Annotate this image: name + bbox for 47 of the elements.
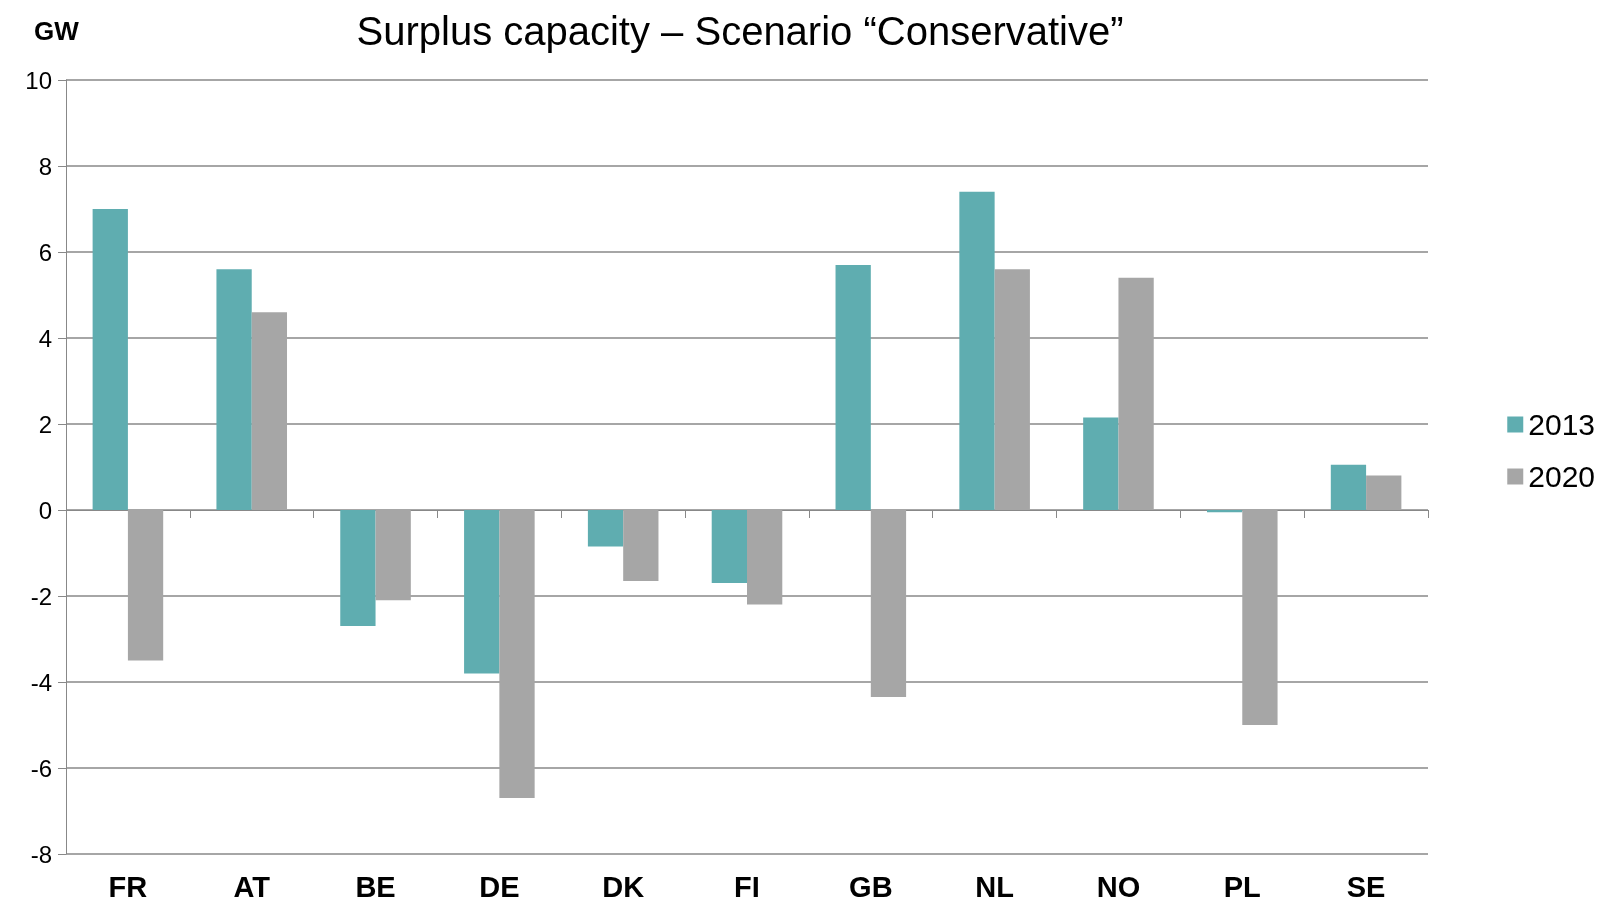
x-tick-label: PL [1223,870,1261,901]
y-axis-title: GW [34,16,80,46]
bar [375,510,411,601]
x-tick-label: NL [975,870,1014,901]
bar [1083,417,1119,510]
x-tick-label: BE [355,870,396,901]
legend-label: 2020 [1528,460,1596,493]
bar [623,510,659,581]
bar [216,269,252,510]
y-tick-label: 6 [38,238,52,266]
bar [1206,510,1243,513]
y-tick-label: -2 [30,582,52,610]
bar [870,510,907,698]
x-tick-label: SE [1346,870,1386,901]
bar [835,264,871,510]
bar [587,510,624,547]
bar [340,510,376,627]
bar [464,510,500,674]
bar [1118,277,1154,510]
y-tick-label: 2 [38,410,52,438]
bar [1330,464,1367,510]
bar [127,510,164,661]
bar [994,269,1030,510]
y-tick-label: -8 [30,840,52,868]
bar [1242,510,1278,725]
y-tick-label: -4 [30,668,52,696]
bar [747,510,783,605]
y-tick-label: 4 [38,324,52,352]
bar [499,510,535,799]
x-tick-label: DK [602,870,645,901]
legend-label: 2013 [1528,408,1596,441]
y-tick-label: -6 [30,754,52,782]
y-tick-label: 0 [38,496,52,524]
x-tick-label: FI [734,870,760,901]
x-tick-label: FR [108,870,148,901]
y-tick-label: 10 [25,66,52,94]
bar [959,191,995,510]
y-tick-label: 8 [38,152,52,180]
bar [711,510,747,584]
x-tick-label: GB [849,870,893,901]
bar [1366,475,1402,510]
bar [251,312,288,510]
x-tick-label: NO [1096,870,1141,901]
chart-title: Surplus capacity – Scenario “Conservative” [356,9,1124,53]
x-tick-label: DE [479,870,520,901]
bar [92,209,128,510]
x-tick-label: AT [233,870,271,901]
